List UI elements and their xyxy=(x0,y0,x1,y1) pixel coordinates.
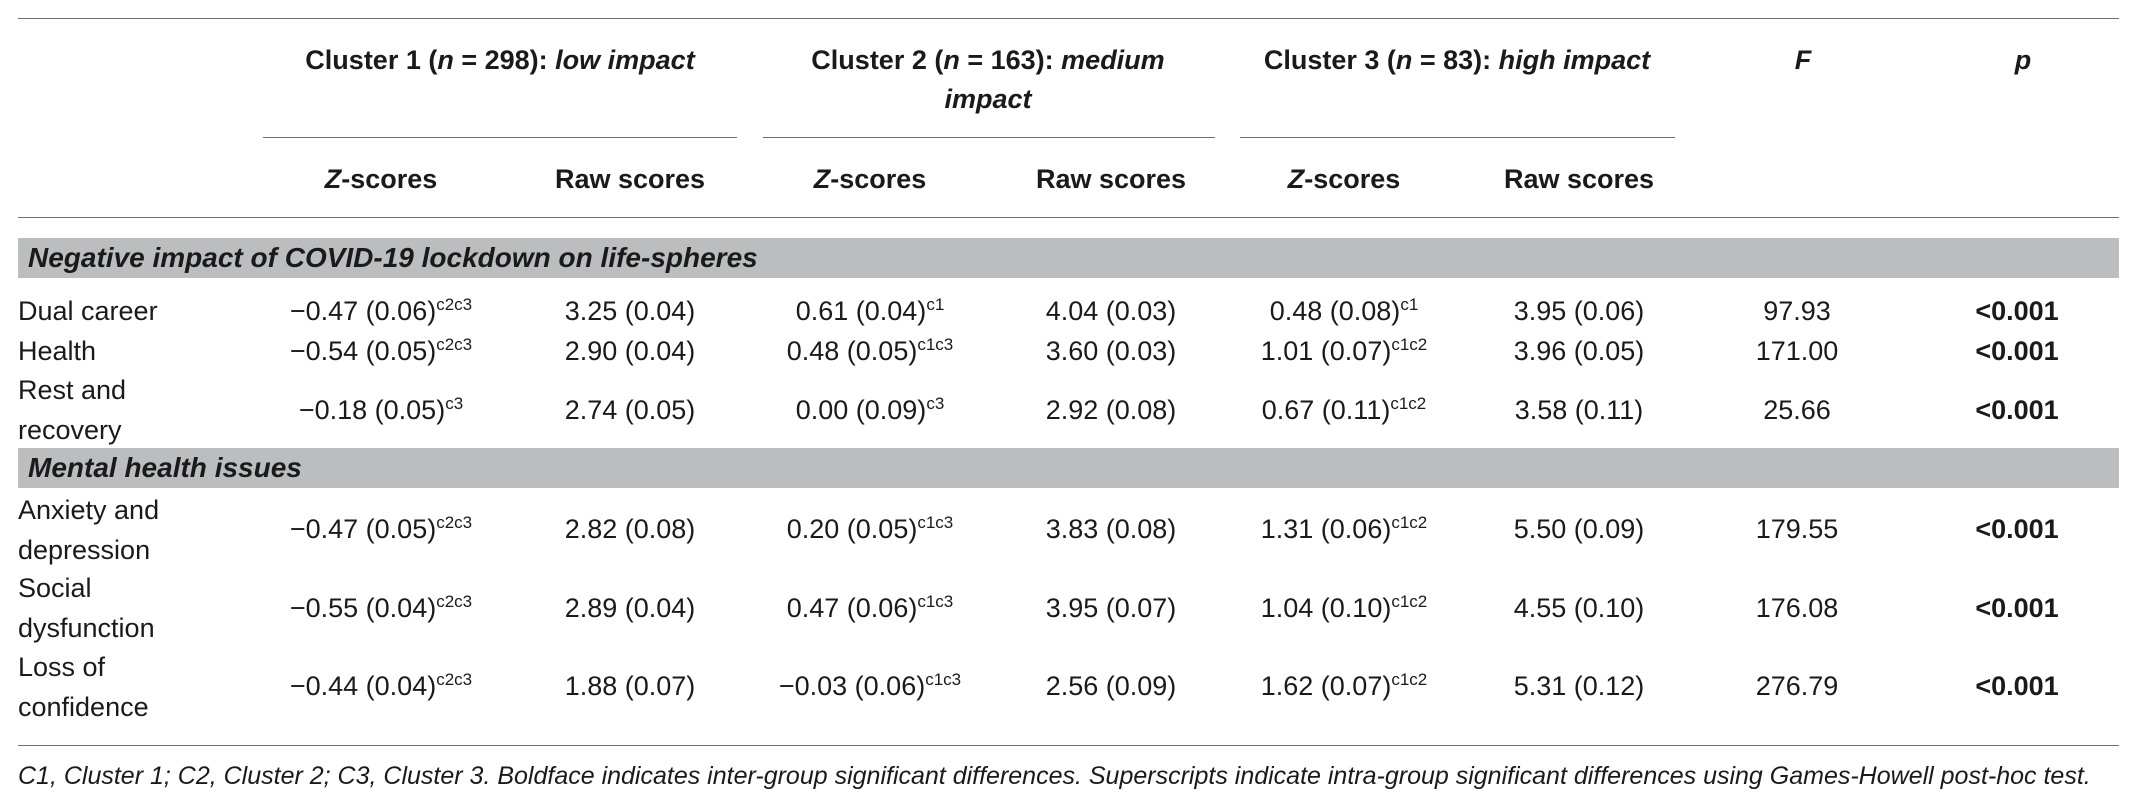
row-label: Social xyxy=(18,573,92,603)
c2-raw-header: Raw scores xyxy=(1035,164,1187,194)
row-label: Anxiety and xyxy=(18,495,160,525)
row-label: Loss of xyxy=(18,652,106,682)
p-value-cell: <0.001 xyxy=(1975,336,2059,366)
c2-raw-cell: 3.95 (0.07) xyxy=(1045,593,1177,623)
c3-zscores-header: Z-scores xyxy=(1287,164,1401,194)
c1-zscore-cell: −0.47 (0.06)c2c3 xyxy=(289,295,473,326)
c2-raw-cell: 2.92 (0.08) xyxy=(1045,395,1177,425)
section-band xyxy=(18,448,2119,488)
cluster1-header: Cluster 1 (n = 298): low impact xyxy=(305,45,695,75)
c2-zscore-cell: 0.61 (0.04)c1 xyxy=(795,295,945,326)
c3-zscore-cell: 1.62 (0.07)c1c2 xyxy=(1260,670,1428,701)
f-value-cell: 97.93 xyxy=(1763,296,1831,326)
c1-raw-cell: 2.90 (0.04) xyxy=(564,336,696,366)
table-footnote: C1, Cluster 1; C2, Cluster 2; C3, Cluste… xyxy=(18,762,2091,790)
c2-zscore-cell: 0.20 (0.05)c1c3 xyxy=(786,513,954,544)
c3-raw-cell: 3.96 (0.05) xyxy=(1513,336,1645,366)
c1-zscore-cell: −0.54 (0.05)c2c3 xyxy=(289,335,473,366)
header-bottom-rule xyxy=(18,217,2119,218)
c2-zscore-cell: −0.03 (0.06)c1c3 xyxy=(778,670,962,701)
row-label: Rest and xyxy=(18,375,127,405)
c3-zscore-cell: 0.48 (0.08)c1 xyxy=(1269,295,1419,326)
cluster2-header-line2: impact xyxy=(944,84,1032,114)
p-value-cell: <0.001 xyxy=(1975,671,2059,701)
c1-raw-cell: 3.25 (0.04) xyxy=(564,296,696,326)
c1-raw-cell: 1.88 (0.07) xyxy=(564,671,696,701)
row-label: Dual career xyxy=(18,296,158,326)
c3-raw-cell: 5.50 (0.09) xyxy=(1513,514,1645,544)
p-value-cell: <0.001 xyxy=(1975,296,2059,326)
c2-zscore-cell: 0.47 (0.06)c1c3 xyxy=(786,592,954,623)
row-label: Health xyxy=(18,336,97,366)
p-value-cell: <0.001 xyxy=(1975,514,2059,544)
p-value-cell: <0.001 xyxy=(1975,395,2059,425)
c3-zscore-cell: 1.04 (0.10)c1c2 xyxy=(1260,592,1428,623)
c1-raw-cell: 2.74 (0.05) xyxy=(564,395,696,425)
c3-raw-cell: 5.31 (0.12) xyxy=(1513,671,1645,701)
c2-raw-cell: 3.83 (0.08) xyxy=(1045,514,1177,544)
c1-raw-cell: 2.82 (0.08) xyxy=(564,514,696,544)
cluster1-header-underline xyxy=(263,137,737,138)
row-label-line2: dysfunction xyxy=(18,613,155,643)
c3-zscore-cell: 0.67 (0.11)c1c2 xyxy=(1261,394,1427,425)
c1-zscore-cell: −0.47 (0.05)c2c3 xyxy=(289,513,473,544)
f-value-cell: 179.55 xyxy=(1755,514,1839,544)
cluster3-header: Cluster 3 (n = 83): high impact xyxy=(1263,45,1651,75)
c3-raw-cell: 3.95 (0.06) xyxy=(1513,296,1645,326)
c2-zscores-header: Z-scores xyxy=(813,164,927,194)
c1-zscore-cell: −0.55 (0.04)c2c3 xyxy=(289,592,473,623)
c3-raw-cell: 3.58 (0.11) xyxy=(1514,395,1644,425)
c2-raw-cell: 2.56 (0.09) xyxy=(1045,671,1177,701)
c2-zscore-cell: 0.00 (0.09)c3 xyxy=(795,394,945,425)
row-label-line2: depression xyxy=(18,535,151,565)
f-value-cell: 25.66 xyxy=(1763,395,1831,425)
c2-zscore-cell: 0.48 (0.05)c1c3 xyxy=(786,335,954,366)
table-top-rule xyxy=(18,18,2119,19)
c1-zscore-cell: −0.18 (0.05)c3 xyxy=(298,394,464,425)
row-label-line2: confidence xyxy=(18,692,149,722)
section-band xyxy=(18,238,2119,278)
cluster2-header-underline xyxy=(763,137,1215,138)
cluster3-header-underline xyxy=(1240,137,1675,138)
f-value-cell: 171.00 xyxy=(1755,336,1839,366)
c1-zscores-header: Z-scores xyxy=(324,164,438,194)
c2-raw-cell: 3.60 (0.03) xyxy=(1045,336,1177,366)
row-label-line2: recovery xyxy=(18,415,122,445)
c1-zscore-cell: −0.44 (0.04)c2c3 xyxy=(289,670,473,701)
c3-raw-header: Raw scores xyxy=(1503,164,1655,194)
c3-raw-cell: 4.55 (0.10) xyxy=(1513,593,1645,623)
c1-raw-cell: 2.89 (0.04) xyxy=(564,593,696,623)
c2-raw-cell: 4.04 (0.03) xyxy=(1045,296,1177,326)
f-value-cell: 176.08 xyxy=(1755,593,1839,623)
c3-zscore-cell: 1.01 (0.07)c1c2 xyxy=(1260,335,1428,366)
c3-zscore-cell: 1.31 (0.06)c1c2 xyxy=(1260,513,1428,544)
f-value-cell: 276.79 xyxy=(1755,671,1839,701)
p-value-cell: <0.001 xyxy=(1975,593,2059,623)
cluster2-header: Cluster 2 (n = 163): medium xyxy=(811,45,1165,75)
f-header: F xyxy=(1794,45,1812,75)
section-title: Mental health issues xyxy=(28,452,302,483)
section-title: Negative impact of COVID-19 lockdown on … xyxy=(28,242,758,273)
table-bottom-rule xyxy=(18,745,2119,746)
p-header: p xyxy=(2014,45,2032,75)
c1-raw-header: Raw scores xyxy=(554,164,706,194)
